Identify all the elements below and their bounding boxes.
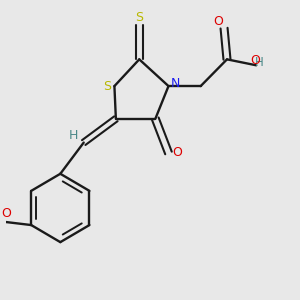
Text: O: O (213, 15, 223, 28)
Text: H: H (255, 56, 264, 69)
Text: O: O (250, 54, 260, 67)
Text: N: N (171, 77, 181, 90)
Text: S: S (135, 11, 143, 24)
Text: O: O (172, 146, 182, 160)
Text: O: O (2, 207, 11, 220)
Text: H: H (69, 129, 78, 142)
Text: S: S (103, 80, 111, 93)
